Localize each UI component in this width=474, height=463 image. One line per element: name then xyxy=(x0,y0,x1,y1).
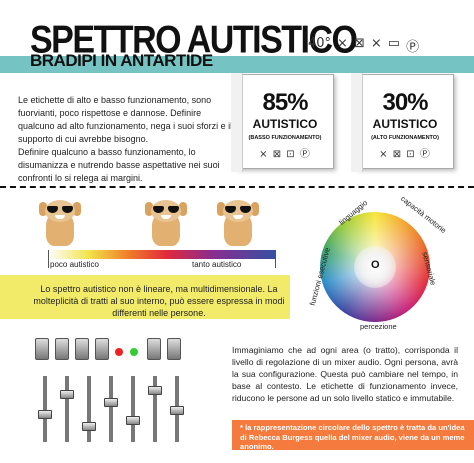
label-care-icons: ⨯ ⊠ ⊡ Ⓟ xyxy=(259,149,311,160)
yellow-note-box xyxy=(0,275,290,319)
slider-knob-icon xyxy=(60,390,74,399)
slider-knob-icon xyxy=(148,386,162,395)
no-bleach-icon: ⨯ xyxy=(337,36,348,51)
mixer-explanation: Immaginiamo che ad ogni area (o tratto),… xyxy=(232,345,458,403)
page-title: SPETTRO AUTISTICO xyxy=(30,18,358,62)
page-subtitle: BRADIPI IN ANTARTIDE xyxy=(30,51,213,70)
label-note: (BASSO FUNZIONAMENTO) xyxy=(248,135,322,141)
label-fold xyxy=(351,73,363,172)
label-high-functioning: 30% AUTISTICO (ALTO FUNZIONAMENTO) ⨯ ⊠ ⊡… xyxy=(351,73,454,172)
spectrum-left-label: poco autistico xyxy=(50,260,99,269)
yellow-note-text: Lo spettro autistico non è lineare, ma m… xyxy=(33,284,285,318)
dashed-divider xyxy=(0,186,474,188)
wash-40-icon: 40° xyxy=(308,36,332,51)
mixer-green-led-icon xyxy=(130,348,138,356)
no-iron-icon: ⨯ xyxy=(370,36,382,51)
mixer-button-icon xyxy=(35,338,49,360)
mixer-button-icon xyxy=(75,338,89,360)
sloth-icon xyxy=(145,198,187,248)
slider-knob-icon xyxy=(170,406,184,415)
mixer-top-panel xyxy=(35,334,195,366)
label-word: AUTISTICO xyxy=(252,117,318,131)
slider-knob-icon xyxy=(38,410,52,419)
spectrum-tick xyxy=(275,250,276,268)
slider-knob-icon xyxy=(104,398,118,407)
sloth-illustrations xyxy=(39,198,270,253)
mixer-slider xyxy=(104,376,118,442)
mixer-red-led-icon xyxy=(115,348,123,356)
header: SPETTRO AUTISTICO BRADIPI IN ANTARTIDE 4… xyxy=(0,0,474,73)
mixer-slider xyxy=(82,376,96,442)
dry-clean-p-icon: Ⓟ xyxy=(406,40,420,55)
mixer-button-icon xyxy=(55,338,69,360)
mixer-slider xyxy=(170,376,184,442)
care-icons: 40° ⨯ ⊠ ⨯ ▭ Ⓟ xyxy=(308,36,419,55)
intro-text: Le etichette di alto e basso funzionamen… xyxy=(18,94,240,185)
slider-knob-icon xyxy=(126,416,140,425)
label-care-icons: ⨯ ⊠ ⊡ Ⓟ xyxy=(379,149,431,160)
label-percent: 85% xyxy=(262,89,308,116)
sloth-icon xyxy=(39,198,81,248)
mixer-button-icon xyxy=(167,338,181,360)
linear-spectrum-bar xyxy=(48,250,276,259)
label-word: AUTISTICO xyxy=(372,117,438,131)
mixer-button-icon xyxy=(95,338,109,360)
color-wheel: O linguaggio capacità motorie sensoriale… xyxy=(300,194,460,336)
tumble-dry-icon: ⊠ xyxy=(353,36,365,51)
sloth-icon xyxy=(217,198,259,248)
mixer-slider xyxy=(126,376,140,442)
wheel-label-perception: percezione xyxy=(360,322,397,331)
mixer-slider xyxy=(38,376,52,442)
dry-flat-icon: ▭ xyxy=(387,36,401,51)
label-low-functioning: 85% AUTISTICO (BASSO FUNZIONAMENTO) ⨯ ⊠ … xyxy=(231,73,334,172)
mixer-button-icon xyxy=(147,338,161,360)
spectrum-tick xyxy=(48,250,49,268)
wheel-center-label: O xyxy=(371,259,380,271)
intro-paragraph-1: Le etichette di alto e basso funzionamen… xyxy=(18,95,233,144)
mixer-slider xyxy=(148,376,162,442)
mixer-slider xyxy=(60,376,74,442)
footnote-text: * la rappresentazione circolare dello sp… xyxy=(240,423,465,451)
color-wheel-center xyxy=(354,246,396,288)
slider-knob-icon xyxy=(82,422,96,431)
intro-paragraph-2: Definire qualcuno a basso funzionamento,… xyxy=(18,147,220,183)
label-percent: 30% xyxy=(382,89,428,116)
audio-mixer-illustration xyxy=(35,334,195,449)
teal-band xyxy=(0,56,474,73)
spectrum-right-label: tanto autistico xyxy=(192,260,242,269)
label-fold xyxy=(231,73,243,172)
label-note: (ALTO FUNZIONAMENTO) xyxy=(371,135,439,141)
footnote-box xyxy=(232,420,474,450)
